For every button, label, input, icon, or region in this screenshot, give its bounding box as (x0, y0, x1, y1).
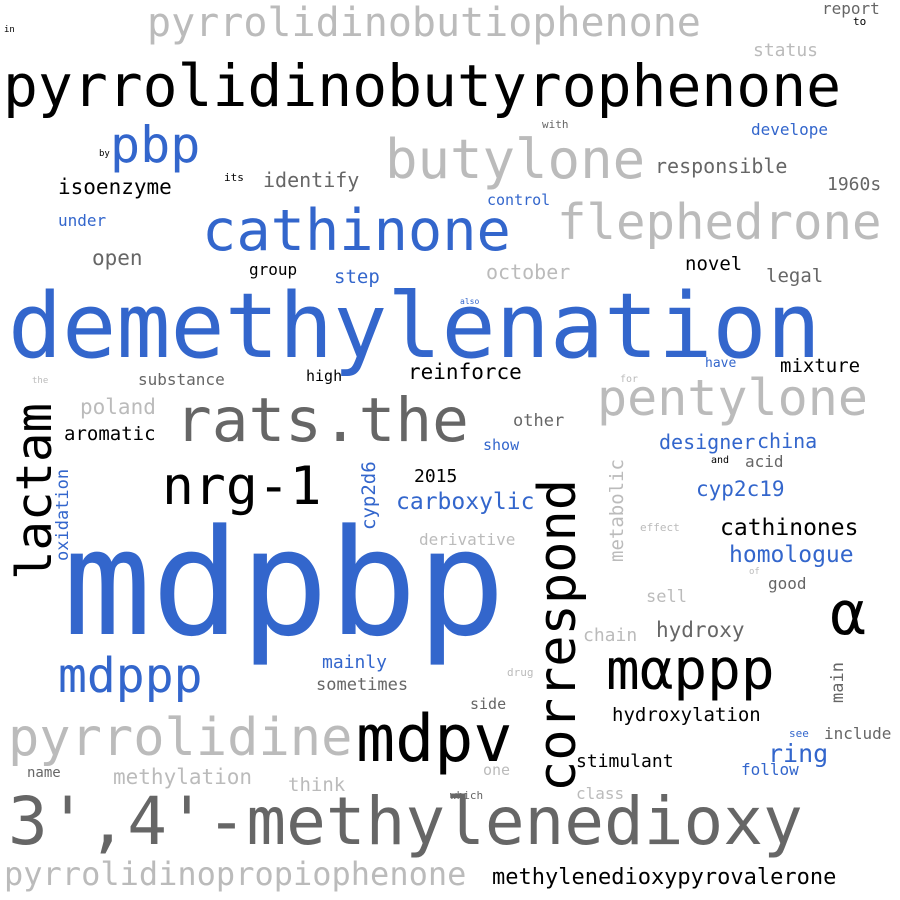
word-hydroxylation: hydroxylation (612, 704, 761, 726)
word-also: also (460, 297, 480, 306)
word-think: think (288, 774, 346, 796)
word-mdppp: mdppp (58, 648, 203, 704)
word-ring: ring (768, 739, 829, 768)
word-october: october (486, 260, 571, 284)
word-correspond: correspond (528, 478, 588, 792)
word-1960s: 1960s (827, 174, 882, 195)
word-side: side (470, 695, 507, 713)
word-methylenedioxypyrovalerone: methylenedioxypyrovalerone (492, 865, 837, 890)
word-derivative: derivative (419, 530, 516, 549)
word-flephedrone: flephedrone (557, 194, 882, 251)
word-of: of (749, 567, 760, 577)
word-other: other (513, 411, 565, 431)
word-designer: designer (659, 430, 756, 454)
word-and: and (711, 455, 730, 466)
word-develope: develope (751, 120, 829, 139)
word-demethylenation: demethylenation (8, 274, 821, 379)
word-high: high (306, 367, 343, 385)
word-mdpv: mdpv (356, 702, 513, 777)
word-pbp: pbp (110, 116, 201, 174)
word-in: in (4, 25, 15, 35)
word-china: china (757, 429, 818, 453)
word-substance: substance (138, 370, 225, 389)
word-with: with (542, 118, 569, 131)
word-butylone: butylone (385, 128, 646, 191)
word-alpha: α (830, 579, 867, 649)
word-metabolic: metabolic (606, 459, 628, 562)
word-mainly: mainly (322, 652, 388, 673)
word-acid: acid (745, 452, 784, 471)
word-name: name (27, 765, 61, 781)
word-sell: sell (646, 587, 687, 607)
word-by: by (99, 149, 110, 159)
word-status: status (753, 40, 819, 61)
word-hydroxy: hydroxy (656, 618, 745, 642)
word-identify: identify (263, 168, 360, 192)
word-drug: drug (507, 666, 534, 679)
word-to: to (853, 15, 867, 28)
word-poland: poland (80, 395, 156, 419)
word-show: show (483, 436, 520, 454)
word-mdpbp: mdpbp (63, 498, 506, 669)
word-carboxylic: carboxylic (396, 489, 535, 515)
word-under: under (58, 211, 107, 230)
word-rats-the: rats.the (175, 385, 469, 456)
word-2015: 2015 (414, 466, 458, 487)
word-the: the (32, 376, 49, 386)
word-have: have (705, 356, 737, 371)
word-control: control (487, 191, 551, 209)
word-group: group (249, 260, 298, 279)
word-pyrrolidinobutiophenone: pyrrolidinobutiophenone (147, 0, 701, 46)
word-pyrrolidine: pyrrolidine (8, 708, 353, 768)
word-stimulant: stimulant (576, 751, 674, 772)
word-pyrrolidinopropiophenone: pyrrolidinopropiophenone (4, 855, 467, 893)
word-pyrrolidinobutyrophenone: pyrrolidinobutyrophenone (3, 52, 842, 120)
word-cyp2c19: cyp2c19 (696, 477, 785, 501)
word-effect: effect (640, 521, 680, 534)
word-open: open (92, 246, 143, 270)
word-isoenzyme: isoenzyme (58, 175, 172, 199)
word-chain: chain (583, 625, 638, 646)
word-class: class (576, 784, 625, 803)
word-pentylone: pentylone (597, 369, 868, 427)
word-one: one (483, 761, 511, 779)
word-homologue: homologue (729, 542, 854, 568)
word-follow: follow (741, 760, 799, 779)
word-lactam: lactam (6, 402, 63, 580)
word-cathinone: cathinone (202, 198, 511, 264)
word-include: include (824, 724, 892, 743)
word-3-4-methylenedioxy: 3',4'-methylenedioxy (8, 783, 803, 860)
word-which: which (450, 789, 484, 802)
word-its: its (224, 171, 244, 184)
word-novel: novel (685, 253, 743, 275)
word-aromatic: aromatic (64, 423, 156, 445)
word-reinforce: reinforce (408, 360, 522, 384)
word-methylation: methylation (113, 765, 253, 789)
word-mixture: mixture (780, 355, 861, 377)
word-mappp: mαppp (606, 638, 775, 703)
word-step: step (334, 266, 380, 288)
word-cathinones: cathinones (720, 515, 859, 541)
word-good: good (768, 574, 807, 593)
word-responsible: responsible (655, 154, 788, 178)
word-for: for (620, 374, 639, 385)
word-main: main (828, 662, 848, 703)
word-report: report (822, 0, 880, 18)
word-legal: legal (766, 265, 824, 287)
word-nrg-1: nrg-1 (162, 456, 322, 517)
word-sometimes: sometimes (316, 675, 409, 695)
word-see: see (789, 727, 809, 740)
